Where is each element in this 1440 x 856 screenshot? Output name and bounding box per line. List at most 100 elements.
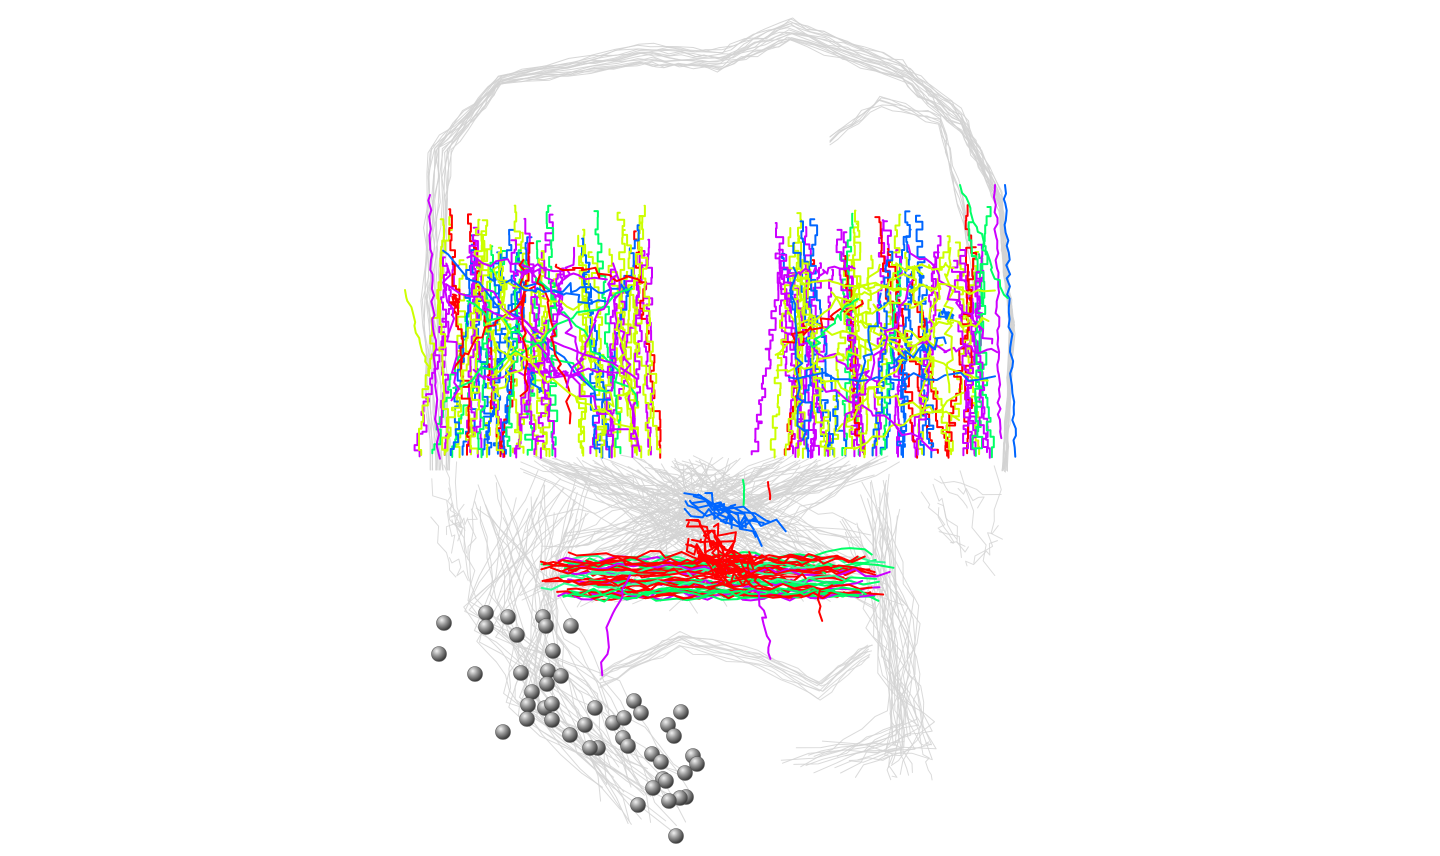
right-arbor-trace <box>843 255 865 456</box>
context-trace <box>466 508 478 560</box>
context-trace <box>463 502 608 786</box>
right-arbor-trace <box>896 228 913 459</box>
context-trace <box>496 497 648 769</box>
context-trace <box>543 483 687 823</box>
left-arbor-trace <box>413 264 460 458</box>
right-arbor-trace <box>895 262 955 273</box>
soma-sphere <box>544 696 560 712</box>
context-trace <box>599 641 871 692</box>
soma-cluster <box>431 605 705 844</box>
context-trace <box>658 473 716 542</box>
right-arbor-trace <box>880 263 902 456</box>
left-arbor-trace <box>449 243 475 457</box>
left-arbor-trace <box>544 266 585 382</box>
commissure-trace <box>767 481 772 501</box>
context-trace <box>965 540 998 567</box>
soma-sphere <box>513 665 529 681</box>
left-arbor-trace <box>614 318 632 417</box>
left-arbor-trace <box>465 230 486 456</box>
soma-sphere <box>524 684 540 700</box>
right-arbor-trace <box>750 272 782 456</box>
left-arbor-trace <box>443 244 492 456</box>
context-trace <box>437 36 1014 472</box>
context-trace <box>449 557 469 582</box>
right-arbor-trace <box>1002 184 1017 458</box>
right-arbor <box>750 184 1017 459</box>
right-arbor-trace <box>852 391 965 451</box>
soma-sphere <box>467 666 483 682</box>
soma-sphere <box>519 711 535 727</box>
context-trace <box>437 38 1014 471</box>
left-arbor-trace <box>481 219 504 454</box>
right-arbor-trace <box>821 385 937 452</box>
right-arbor-trace <box>888 336 947 370</box>
context-trace <box>937 507 962 558</box>
context-trace <box>502 517 642 820</box>
left-arbor-trace <box>637 215 662 454</box>
left-arbor-trace <box>472 367 623 381</box>
soma-sphere <box>666 728 682 744</box>
right-arbor-trace <box>962 269 985 457</box>
soma-sphere <box>538 618 554 634</box>
right-arbor-trace <box>785 265 856 279</box>
right-arbor-trace <box>946 251 980 456</box>
context-trace <box>539 501 677 826</box>
soma-sphere <box>539 676 555 692</box>
context-trace <box>795 481 920 749</box>
commissure-trace <box>567 566 840 576</box>
context-trace <box>599 636 869 692</box>
right-arbor-trace <box>909 273 949 457</box>
context-trace <box>663 471 836 564</box>
left-arbor-trace <box>466 254 608 281</box>
right-arbor-trace <box>898 334 923 365</box>
context-trace <box>423 17 1011 471</box>
right-arbor-trace <box>844 222 861 456</box>
soma-sphere <box>626 693 642 709</box>
left-arbor-trace <box>536 273 572 425</box>
left-arbor-trace <box>643 238 654 456</box>
context-trace <box>957 487 985 509</box>
right-arbor-trace <box>907 244 994 345</box>
soma-sphere <box>616 710 632 726</box>
left-arbor-trace <box>554 263 644 284</box>
right-arbor-trace <box>857 282 996 296</box>
commissure-trace <box>544 578 873 591</box>
soma-sphere <box>500 609 516 625</box>
right-arbor-trace <box>799 262 836 458</box>
soma-sphere <box>436 615 452 631</box>
soma-sphere <box>673 704 689 720</box>
context-trace <box>476 487 621 811</box>
left-arbor-trace <box>494 341 639 431</box>
commissure-trace <box>571 590 885 600</box>
context-trace <box>454 461 477 598</box>
context-trace <box>445 517 469 536</box>
soma-sphere <box>630 797 646 813</box>
context-trace <box>628 473 740 567</box>
left-arbor-trace <box>612 262 641 452</box>
context-trace <box>599 637 869 692</box>
context-trace <box>821 480 933 761</box>
left-arbor-trace <box>487 276 607 305</box>
left-arbor-trace <box>452 287 633 389</box>
soma-sphere <box>431 646 447 662</box>
soma-sphere <box>478 619 494 635</box>
commissure-trace <box>684 500 758 529</box>
left-arbor-trace <box>452 285 535 370</box>
right-arbor-trace <box>769 273 792 459</box>
central-commissure <box>539 479 895 677</box>
left-arbor-trace <box>616 211 636 454</box>
context-trace <box>870 480 916 760</box>
commissure-trace <box>689 499 747 529</box>
right-arbor-trace <box>843 296 927 318</box>
right-arbor-trace <box>806 298 859 348</box>
context-trace <box>550 477 602 802</box>
context-trace <box>508 479 667 822</box>
soma-sphere <box>661 793 677 809</box>
right-arbor-trace <box>944 246 978 459</box>
right-arbor-trace <box>975 243 988 454</box>
context-trace <box>599 645 870 700</box>
right-arbor-trace <box>812 377 960 422</box>
